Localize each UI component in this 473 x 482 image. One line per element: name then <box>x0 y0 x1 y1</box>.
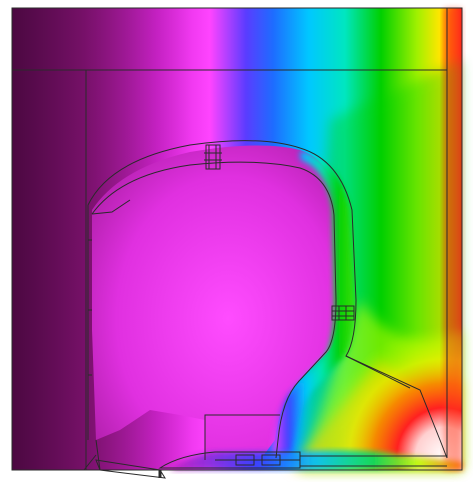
bottom-sill <box>158 451 301 469</box>
chamber-outer-contour <box>87 140 448 459</box>
domain-boundary <box>11 7 463 471</box>
chamber-core <box>92 145 340 461</box>
top-spacer-block <box>205 144 221 170</box>
chamber-inner-contour <box>91 161 337 459</box>
side-spacer-block <box>331 305 355 321</box>
bottom-details <box>158 454 281 478</box>
geometry-outlines <box>11 7 463 479</box>
